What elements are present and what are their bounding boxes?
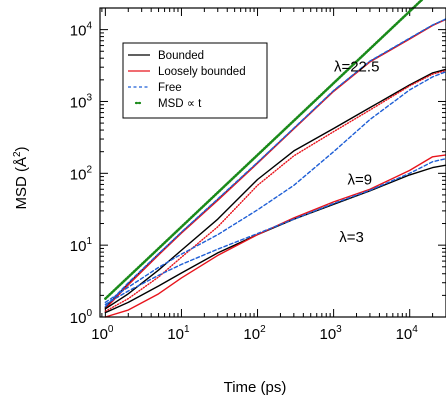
tick-layer	[100, 7, 446, 318]
annotation-lambda-9: λ=9	[347, 171, 372, 188]
y-tick-label-0: 100	[70, 308, 93, 327]
x-axis-title: Time (ps)	[224, 379, 287, 396]
y-axis-title-sup: 2	[12, 151, 23, 157]
y-tick-label-3: 103	[70, 92, 93, 111]
series-line-5	[104, 70, 446, 304]
series-line-2	[104, 18, 446, 308]
y-tick-label-1: 101	[70, 236, 93, 255]
y-axis-title-main: MSD (Å	[13, 157, 30, 210]
legend-label-loosely-bounded: Loosely bounded	[158, 66, 246, 78]
x-tick-label-3: 103	[319, 324, 342, 343]
legend-entry-loosely-bounded: Loosely bounded	[128, 66, 246, 78]
x-tick-label-1: 101	[167, 324, 190, 343]
x-tick-label-2: 102	[243, 324, 266, 343]
legend-label-free: Free	[158, 82, 182, 94]
series-line-8	[104, 157, 446, 306]
legend-entry-free: Free	[128, 82, 182, 94]
series-line-9	[104, 0, 424, 300]
x-tick-label-0: 100	[91, 324, 114, 343]
tick-label-layer: 100 101 102 103 104 100 101 102 103 104	[70, 21, 419, 343]
y-tick-label-2: 102	[70, 164, 93, 183]
plot-frame	[99, 7, 446, 318]
legend-entry-msd-t: MSD ∝ t	[134, 98, 202, 110]
annotation-lambda-3: λ=3	[339, 229, 364, 246]
legend-entry-bounded: Bounded	[128, 50, 204, 62]
x-tick-label-4: 104	[396, 324, 419, 343]
series-line-4	[104, 69, 446, 313]
y-tick-label-4: 104	[70, 21, 93, 40]
legend-label-msd-t: MSD ∝ t	[158, 98, 202, 110]
series-line-3	[104, 68, 446, 310]
y-axis-title-close: )	[13, 146, 30, 151]
annotation-lambda-22-5: λ=22.5	[334, 59, 379, 76]
y-axis-title: MSD (Å2)	[12, 146, 30, 209]
legend: Bounded Loosely bounded Free MSD ∝ t	[122, 42, 268, 119]
legend-label-bounded: Bounded	[158, 50, 204, 62]
series-layer	[104, 0, 446, 318]
